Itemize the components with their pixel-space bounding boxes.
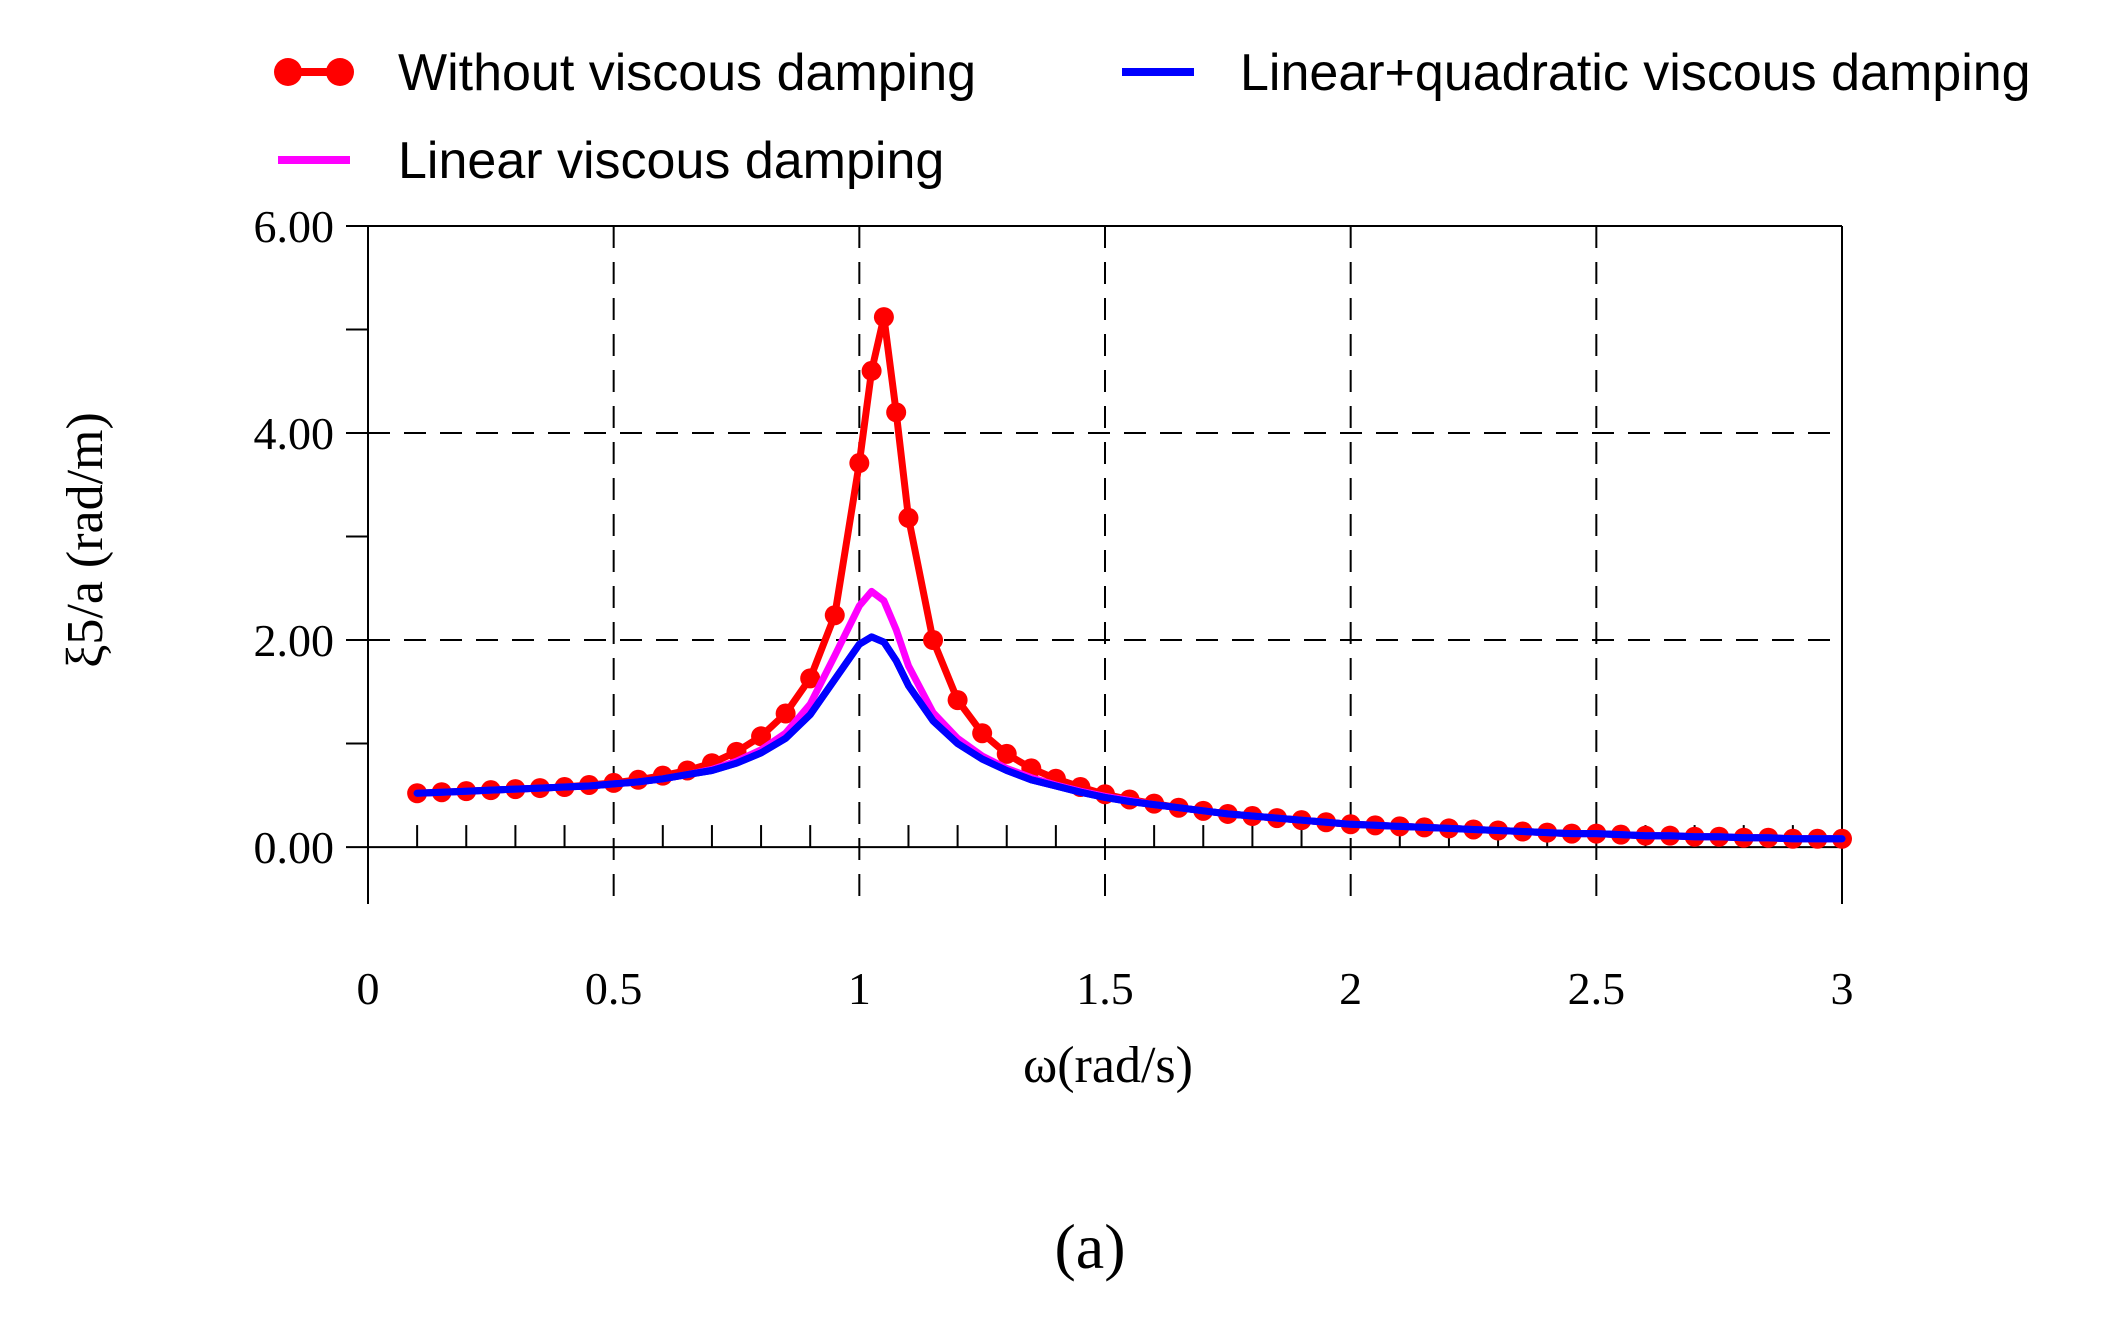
series <box>407 307 1852 849</box>
series-0-point-19 <box>861 360 882 381</box>
legend-label-linear-quadratic: Linear+quadratic viscous damping <box>1240 44 2031 102</box>
x-tick-label-3: 1.5 <box>1076 963 1134 1014</box>
series-0-point-24 <box>947 690 968 711</box>
x-tick-label-0: 0 <box>357 963 380 1014</box>
y-tick-label-1: 2.00 <box>254 615 335 666</box>
series-0-point-25 <box>972 723 993 744</box>
x-tick-label-5: 2.5 <box>1568 963 1626 1014</box>
tick-labels: 0.00 2.00 4.00 6.00 0 0.5 1 1.5 2 2.5 3 <box>254 201 1854 1014</box>
legend-swatch-without-damping-marker-1 <box>274 58 302 86</box>
axes <box>367 225 1843 904</box>
legend-label-linear: Linear viscous damping <box>398 132 944 190</box>
series-0-point-26 <box>996 743 1017 764</box>
series-0-point-16 <box>800 668 821 689</box>
series-0-point-15 <box>775 703 796 724</box>
y-tick-label-2: 4.00 <box>254 408 335 459</box>
legend: Without viscous damping Linear+quadratic… <box>274 44 2031 190</box>
legend-item-without-damping: Without viscous damping <box>274 44 976 102</box>
series-0-point-18 <box>849 453 870 474</box>
legend-label-without-damping: Without viscous damping <box>398 44 976 102</box>
series-0-point-21 <box>886 402 907 423</box>
series-0-point-23 <box>923 630 944 651</box>
tick-marks <box>346 225 1794 849</box>
legend-swatch-without-damping-marker-2 <box>326 58 354 86</box>
x-axis-title: ω(rad/s) <box>1023 1037 1193 1094</box>
y-tick-label-0: 0.00 <box>254 822 335 873</box>
series-0-point-22 <box>898 507 919 528</box>
x-tick-label-1: 0.5 <box>585 963 643 1014</box>
x-tick-label-6: 3 <box>1831 963 1854 1014</box>
legend-item-linear: Linear viscous damping <box>278 132 944 190</box>
series-0-point-20 <box>873 307 894 328</box>
grid-lines <box>368 226 1842 904</box>
series-line-0 <box>413 313 1846 843</box>
series-0-point-17 <box>824 605 845 626</box>
legend-item-linear-quadratic: Linear+quadratic viscous damping <box>1122 44 2031 102</box>
series-0-point-14 <box>751 726 772 747</box>
x-tick-label-4: 2 <box>1339 963 1362 1014</box>
panel-label: (a) <box>1054 1211 1125 1282</box>
y-tick-label-3: 6.00 <box>254 201 335 252</box>
series-line-2-overlay <box>413 633 1846 843</box>
y-axis-title: ξ5/a (rad/m) <box>57 412 114 668</box>
x-tick-label-2: 1 <box>848 963 871 1014</box>
